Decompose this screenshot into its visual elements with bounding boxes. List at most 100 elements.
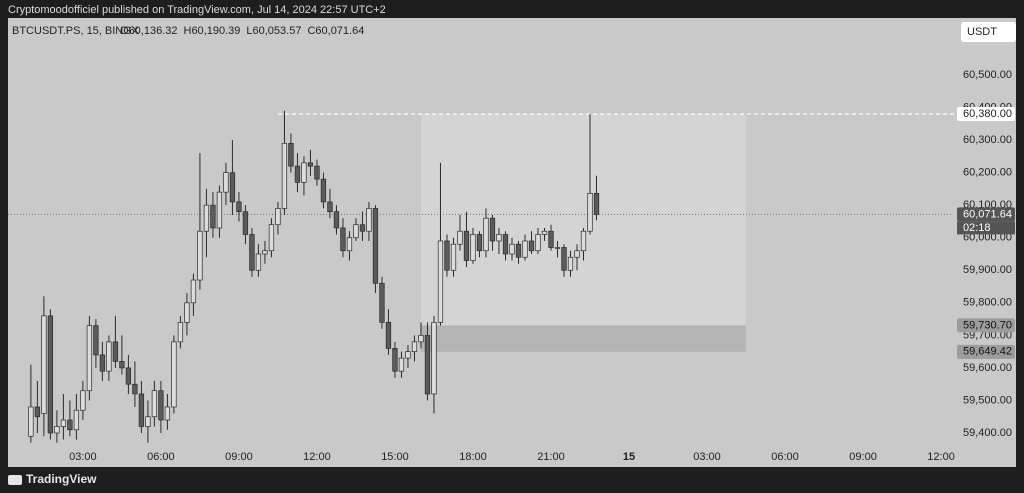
candle-body [502, 234, 509, 255]
currency-label[interactable]: USDT [967, 26, 997, 38]
candle-body [535, 234, 541, 252]
candle-body [314, 165, 320, 180]
candle-body [294, 165, 301, 183]
candle-body [99, 354, 106, 372]
candle-body [593, 192, 600, 215]
y-tick-label: 59,500.00 [963, 394, 1012, 406]
y-tick-label: 60,500.00 [963, 69, 1012, 81]
candle-body [203, 204, 210, 232]
candle-body [93, 325, 99, 356]
candle-body [489, 217, 496, 242]
price-label-box [957, 318, 1015, 333]
candle-body [346, 237, 353, 252]
candle-body [112, 341, 119, 362]
currency-button[interactable] [961, 22, 1016, 42]
candle-body [398, 357, 405, 372]
candle-body [151, 390, 158, 418]
candle-body [353, 224, 359, 239]
candle-body [307, 162, 314, 167]
candle-body [528, 240, 535, 252]
x-tick-label: 15 [623, 451, 635, 463]
x-tick-label: 03:00 [69, 451, 97, 463]
legend-ohlc: C60,071.64 [307, 25, 364, 37]
candle-body [281, 142, 288, 209]
y-tick-label: 59,600.00 [963, 362, 1012, 374]
candle-body [47, 315, 54, 434]
candle-body [216, 191, 223, 229]
x-tick-label: 09:00 [225, 451, 253, 463]
header-text: Cryptomoodofficiel published on TradingV… [8, 4, 386, 16]
candle-body [548, 230, 554, 248]
x-tick-label: 03:00 [693, 451, 721, 463]
candle-body [177, 322, 184, 343]
candle-body [567, 256, 574, 271]
y-tick-label: 60,200.00 [963, 167, 1012, 179]
footer-text: TradingView [26, 472, 97, 486]
candle-body [242, 211, 249, 235]
candle-body [405, 351, 411, 359]
x-tick-label: 18:00 [459, 451, 487, 463]
candle-body [392, 348, 398, 372]
candle-body [418, 335, 424, 343]
candle-body [366, 208, 372, 232]
candle-body [359, 224, 366, 232]
candle-body [275, 208, 281, 226]
candle-body [41, 315, 47, 414]
candle-body [444, 240, 450, 271]
candle-body [333, 211, 340, 229]
x-tick-label: 06:00 [771, 451, 799, 463]
candle-body [262, 250, 268, 255]
price-label: 59,649.42 [963, 346, 1012, 358]
x-tick-label: 12:00 [303, 451, 331, 463]
candle-body [229, 172, 236, 203]
y-tick-label: 59,800.00 [963, 297, 1012, 309]
candle-body [379, 282, 385, 323]
candle-body [457, 230, 463, 245]
candle-body [34, 406, 41, 418]
candle-body [424, 335, 431, 395]
candle-body [509, 243, 515, 255]
x-tick-label: 09:00 [849, 451, 877, 463]
price-label-box [957, 207, 1015, 222]
candle-body [327, 201, 333, 213]
candle-body [171, 341, 177, 408]
legend-symbol: BTCUSDT.PS, 15, BINGX [12, 25, 140, 37]
candle-body [587, 192, 593, 232]
candle-body [125, 367, 132, 385]
candle-body [515, 243, 522, 258]
candle-body [431, 322, 437, 395]
candle-body [476, 234, 483, 252]
candle-body [54, 426, 60, 434]
candle-body [119, 361, 125, 369]
candle-body [106, 341, 112, 372]
candle-body [522, 240, 528, 258]
candle-body [450, 243, 457, 271]
candle-body [60, 419, 67, 427]
price-label-box [957, 344, 1015, 359]
candle-body [138, 393, 145, 427]
candle-body [184, 302, 190, 323]
candle-body [320, 178, 327, 203]
candle-body [255, 253, 262, 271]
candle-body [554, 247, 561, 249]
countdown-box [957, 221, 1015, 235]
candle-body [483, 217, 489, 252]
x-tick-label: 21:00 [537, 451, 565, 463]
zone [420, 325, 747, 352]
legend-ohlc: H60,190.39 [184, 25, 241, 37]
candle-body [340, 227, 346, 252]
candle-body [28, 406, 34, 437]
candle-body [463, 230, 470, 261]
candle-body [301, 162, 307, 183]
legend-ohlc: L60,053.57 [246, 25, 301, 37]
candle-body [223, 172, 229, 193]
candle-body [574, 250, 580, 258]
price-label: 59,730.70 [963, 319, 1012, 331]
candle-body [541, 230, 548, 235]
x-tick-label: 06:00 [147, 451, 175, 463]
countdown: 02:18 [963, 222, 991, 234]
legend-ohlc: O60,136.32 [120, 25, 178, 37]
candle-body [372, 208, 379, 284]
